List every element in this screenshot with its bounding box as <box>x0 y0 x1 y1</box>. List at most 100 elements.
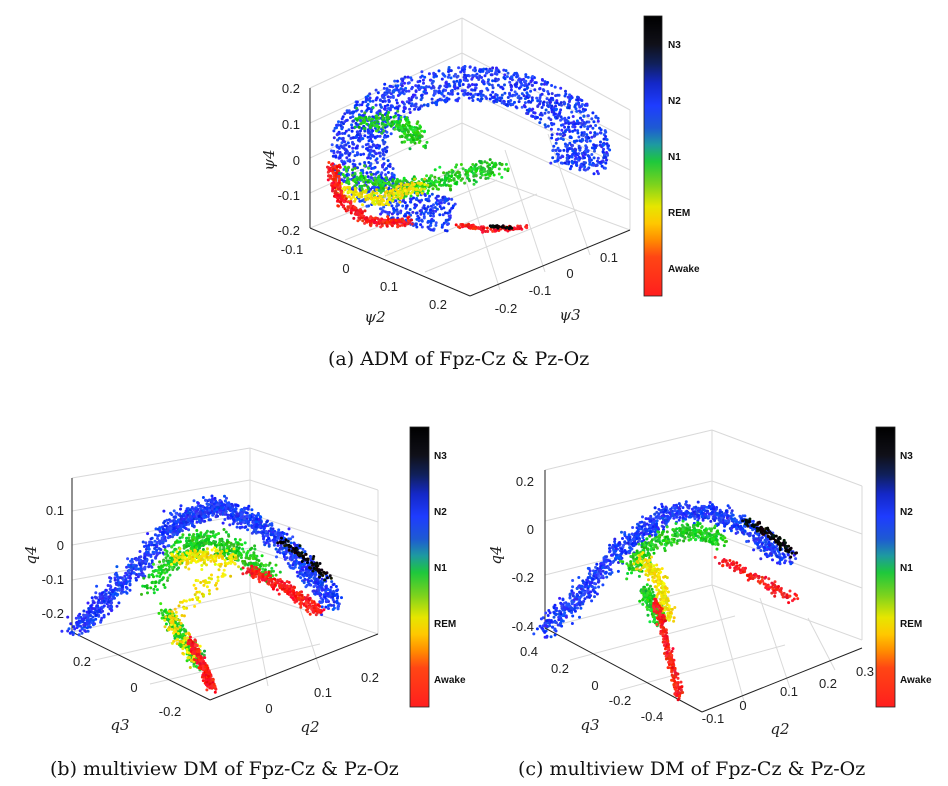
data-point <box>335 599 339 603</box>
data-point <box>358 103 361 107</box>
data-point <box>376 170 380 174</box>
data-point <box>382 86 386 90</box>
data-point <box>506 167 510 171</box>
data-point <box>548 101 552 105</box>
data-point <box>395 210 399 214</box>
data-point <box>422 215 426 218</box>
data-point <box>522 79 526 83</box>
data-point <box>590 117 594 121</box>
data-point <box>520 92 524 96</box>
data-point <box>456 92 460 96</box>
data-point <box>87 607 91 610</box>
data-point <box>559 108 563 112</box>
data-point <box>374 180 378 183</box>
data-point <box>343 151 347 155</box>
data-point <box>408 126 412 130</box>
data-point <box>459 79 462 83</box>
data-point <box>360 195 364 199</box>
data-point <box>383 107 387 110</box>
data-point <box>441 89 445 93</box>
data-point <box>408 200 412 204</box>
data-point <box>406 130 410 134</box>
data-point <box>454 72 457 76</box>
data-point <box>447 214 451 218</box>
data-point <box>381 126 385 129</box>
data-point <box>354 190 358 194</box>
data-point <box>579 121 583 125</box>
data-point <box>607 144 610 148</box>
tick: 0.2 <box>429 297 447 312</box>
data-point <box>487 167 491 171</box>
data-point <box>432 75 436 79</box>
data-point <box>471 172 475 175</box>
data-point <box>172 522 176 526</box>
data-point <box>395 98 398 102</box>
data-point <box>139 566 143 570</box>
data-point <box>385 220 389 224</box>
data-point <box>274 573 278 577</box>
data-point <box>413 206 417 210</box>
data-point <box>86 601 90 605</box>
data-point <box>486 169 490 173</box>
data-point <box>275 555 278 559</box>
data-point <box>224 506 228 510</box>
data-point <box>423 75 427 79</box>
data-point <box>386 211 390 214</box>
data-point <box>173 515 176 519</box>
data-point <box>335 596 339 600</box>
data-point <box>426 205 430 209</box>
data-point <box>109 597 113 601</box>
data-point <box>572 139 576 143</box>
data-point <box>491 66 495 70</box>
data-point <box>301 566 304 570</box>
data-point <box>577 135 581 139</box>
data-point <box>276 544 280 547</box>
data-point <box>239 522 243 526</box>
data-point <box>513 100 516 104</box>
data-point <box>471 95 475 99</box>
data-point <box>204 498 207 502</box>
data-point <box>389 218 393 222</box>
data-point <box>530 108 534 112</box>
data-point <box>592 156 596 160</box>
data-point <box>478 74 482 78</box>
data-point <box>600 164 604 168</box>
data-point <box>168 573 172 577</box>
data-point <box>498 99 502 103</box>
data-point <box>547 98 551 102</box>
data-point <box>199 504 202 508</box>
data-point <box>162 545 166 548</box>
data-point <box>388 88 391 92</box>
data-point <box>332 136 336 140</box>
data-point <box>419 223 423 227</box>
data-point <box>130 557 134 561</box>
data-point <box>181 517 185 521</box>
data-point <box>386 116 390 120</box>
data-point <box>359 209 363 213</box>
data-point <box>408 99 412 102</box>
data-point <box>425 140 429 144</box>
data-point <box>472 178 476 182</box>
data-point <box>368 99 372 103</box>
data-point <box>342 162 346 166</box>
data-point <box>579 125 583 129</box>
data-point <box>530 78 534 82</box>
data-point <box>336 607 340 611</box>
data-point <box>486 88 490 92</box>
data-point <box>257 517 261 521</box>
data-point <box>542 103 545 107</box>
data-point <box>495 78 499 82</box>
data-point <box>410 78 414 82</box>
data-point <box>101 591 104 595</box>
data-point <box>462 75 466 79</box>
data-point <box>450 197 454 201</box>
data-point <box>567 106 571 110</box>
data-point <box>129 576 132 580</box>
data-point <box>401 90 405 94</box>
data-point <box>95 604 99 608</box>
data-point <box>515 71 518 75</box>
data-point <box>450 174 454 178</box>
data-point <box>396 212 400 216</box>
data-point <box>245 511 249 515</box>
data-point <box>420 74 424 78</box>
